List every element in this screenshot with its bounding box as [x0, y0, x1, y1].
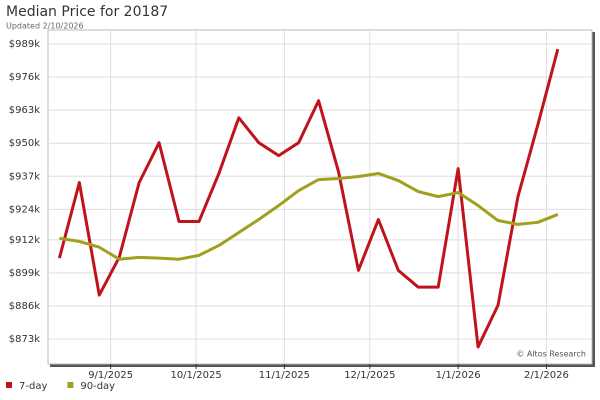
- x-tick-label: 2/1/2026: [524, 370, 569, 381]
- x-tick-label: 12/1/2025: [344, 370, 395, 381]
- plot-area: [47, 29, 593, 365]
- x-tick-label: 10/1/2025: [170, 370, 221, 381]
- legend-swatch: [67, 382, 74, 388]
- chart-title: Median Price for 20187: [6, 4, 168, 20]
- chart-subtitle: Updated 2/10/2026: [6, 22, 84, 31]
- y-tick-label: $950k: [9, 138, 40, 149]
- legend-label: 7-day: [19, 381, 47, 392]
- x-tick-label: 11/1/2025: [259, 370, 310, 381]
- y-tick-label: $899k: [9, 268, 40, 279]
- watermark: © Altos Research: [516, 350, 586, 359]
- y-tick-label: $989k: [9, 39, 40, 50]
- y-tick-label: $886k: [9, 301, 40, 312]
- legend-swatch: [6, 382, 12, 388]
- legend-label: 90-day: [80, 381, 115, 392]
- series-line: [59, 171, 559, 261]
- y-tick-label: $873k: [9, 334, 40, 345]
- x-tick-label: 1/1/2026: [436, 370, 481, 381]
- y-tick-label: $963k: [9, 105, 40, 116]
- y-tick-label: $937k: [9, 171, 40, 182]
- y-tick-label: $912k: [9, 235, 40, 246]
- x-tick-label: 9/1/2025: [88, 370, 133, 381]
- series-line: [57, 48, 560, 349]
- y-tick-label: $976k: [9, 72, 40, 83]
- y-tick-label: $924k: [9, 204, 40, 215]
